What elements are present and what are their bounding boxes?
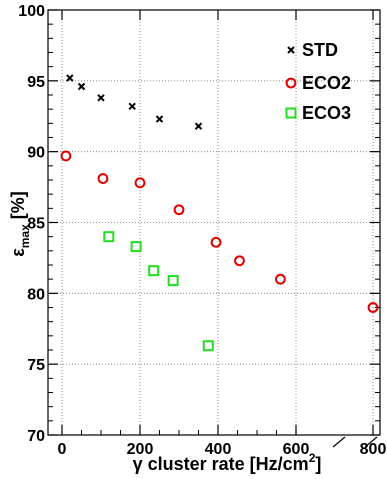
data-point-eco2 [134,177,146,189]
x-tick-label: 600 [283,441,310,458]
legend-entry-eco2: ECO2 [285,73,351,93]
legend-entry-eco3: ECO3 [285,103,351,123]
y-tick-label: 85 [27,216,45,233]
y-axis-label-subscript: max [18,224,32,248]
data-point-eco2 [97,173,109,184]
legend-marker-std [287,46,295,54]
data-point-eco3 [103,231,115,243]
legend: STD ECO2 ECO3 [285,40,351,123]
data-point-eco3 [148,265,160,277]
data-point-std [77,82,86,91]
axis-break-mark [364,436,378,448]
data-point-eco2 [275,273,286,285]
series-layer [60,74,379,352]
series-eco3 [103,231,214,352]
data-point-std [155,115,164,123]
y-tick-label: 80 [27,286,45,303]
data-point-eco3 [130,241,142,253]
data-point-eco2 [234,255,245,267]
legend-label-eco2: ECO2 [302,73,351,93]
data-point-eco2 [367,302,379,313]
x-tick-label: 0 [58,441,67,458]
data-point-eco3 [202,340,214,352]
y-tick-label: 100 [18,3,45,20]
data-point-eco2 [60,150,72,162]
x-axis-label-superscript: 2 [309,451,316,465]
data-point-std [128,102,136,111]
data-point-std [66,74,74,82]
y-tick-label: 95 [27,74,45,91]
y-axis-label-main: ε [8,248,28,257]
x-axis-label-suffix: ] [315,454,321,474]
series-std [66,74,203,130]
y-tick-label: 75 [27,357,45,374]
legend-label-std: STD [302,40,338,60]
x-tick-label: 200 [127,441,154,458]
x-axis-label: γ cluster rate [Hz/cm2] [133,451,322,474]
legend-marker-eco3 [285,107,297,119]
data-point-eco3 [167,275,179,287]
data-point-std [97,94,105,102]
series-eco2 [60,150,379,313]
y-tick-label: 90 [27,145,45,162]
legend-entry-std: STD [287,40,338,60]
y-axis-label: εmax [%] [8,191,32,257]
y-tick-label: 70 [27,428,45,445]
data-point-std [194,122,203,130]
legend-marker-eco2 [285,77,297,89]
axis-layer: 70 75 80 85 90 95 100 0 200 400 600 800 [18,3,386,458]
axis-break-mark [332,436,346,448]
y-axis-label-suffix: [%] [8,191,28,224]
data-point-eco2 [210,236,222,248]
x-tick-label: 800 [360,441,387,458]
legend-label-eco3: ECO3 [302,103,351,123]
x-axis-label-main: γ cluster rate [Hz/cm [133,454,309,474]
data-point-eco2 [173,204,185,216]
x-tick-label: 400 [205,441,232,458]
